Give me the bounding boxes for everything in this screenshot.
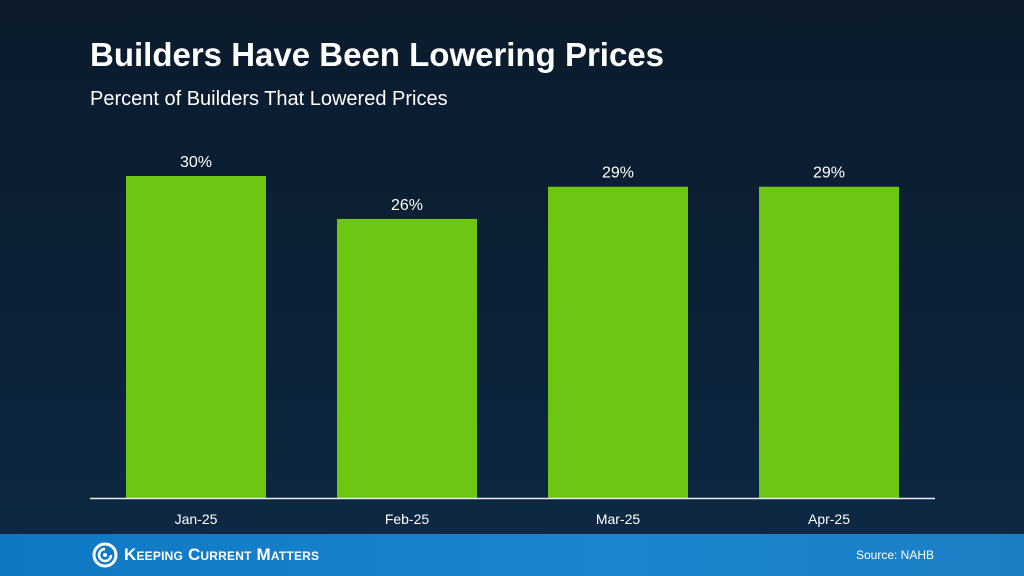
x-tick-label: Mar-25 xyxy=(596,511,641,527)
x-tick-label: Feb-25 xyxy=(385,511,430,527)
chart-title: Builders Have Been Lowering Prices xyxy=(90,36,665,73)
data-label: 30% xyxy=(180,154,212,171)
bar xyxy=(759,186,899,498)
chart-subtitle: Percent of Builders That Lowered Prices xyxy=(90,88,448,110)
swirl-logo-icon xyxy=(92,542,118,568)
x-tick-label: Apr-25 xyxy=(808,511,850,527)
data-label: 29% xyxy=(602,165,634,182)
data-label: 26% xyxy=(391,197,423,214)
data-label: 29% xyxy=(813,165,845,182)
bar-chart: 30% Jan-25 26% Feb-25 29% Mar-25 29% Apr-25 xyxy=(90,154,935,527)
x-tick-label: Jan-25 xyxy=(175,511,218,527)
bar xyxy=(126,176,266,498)
bar xyxy=(548,186,688,498)
source-note: Source: NAHB xyxy=(855,548,934,562)
bar xyxy=(337,218,477,498)
brand-name: Keeping Current Matters xyxy=(124,545,320,564)
footer: Keeping Current Matters Source: NAHB xyxy=(0,534,1024,576)
brand-logo: Keeping Current Matters xyxy=(92,542,319,568)
